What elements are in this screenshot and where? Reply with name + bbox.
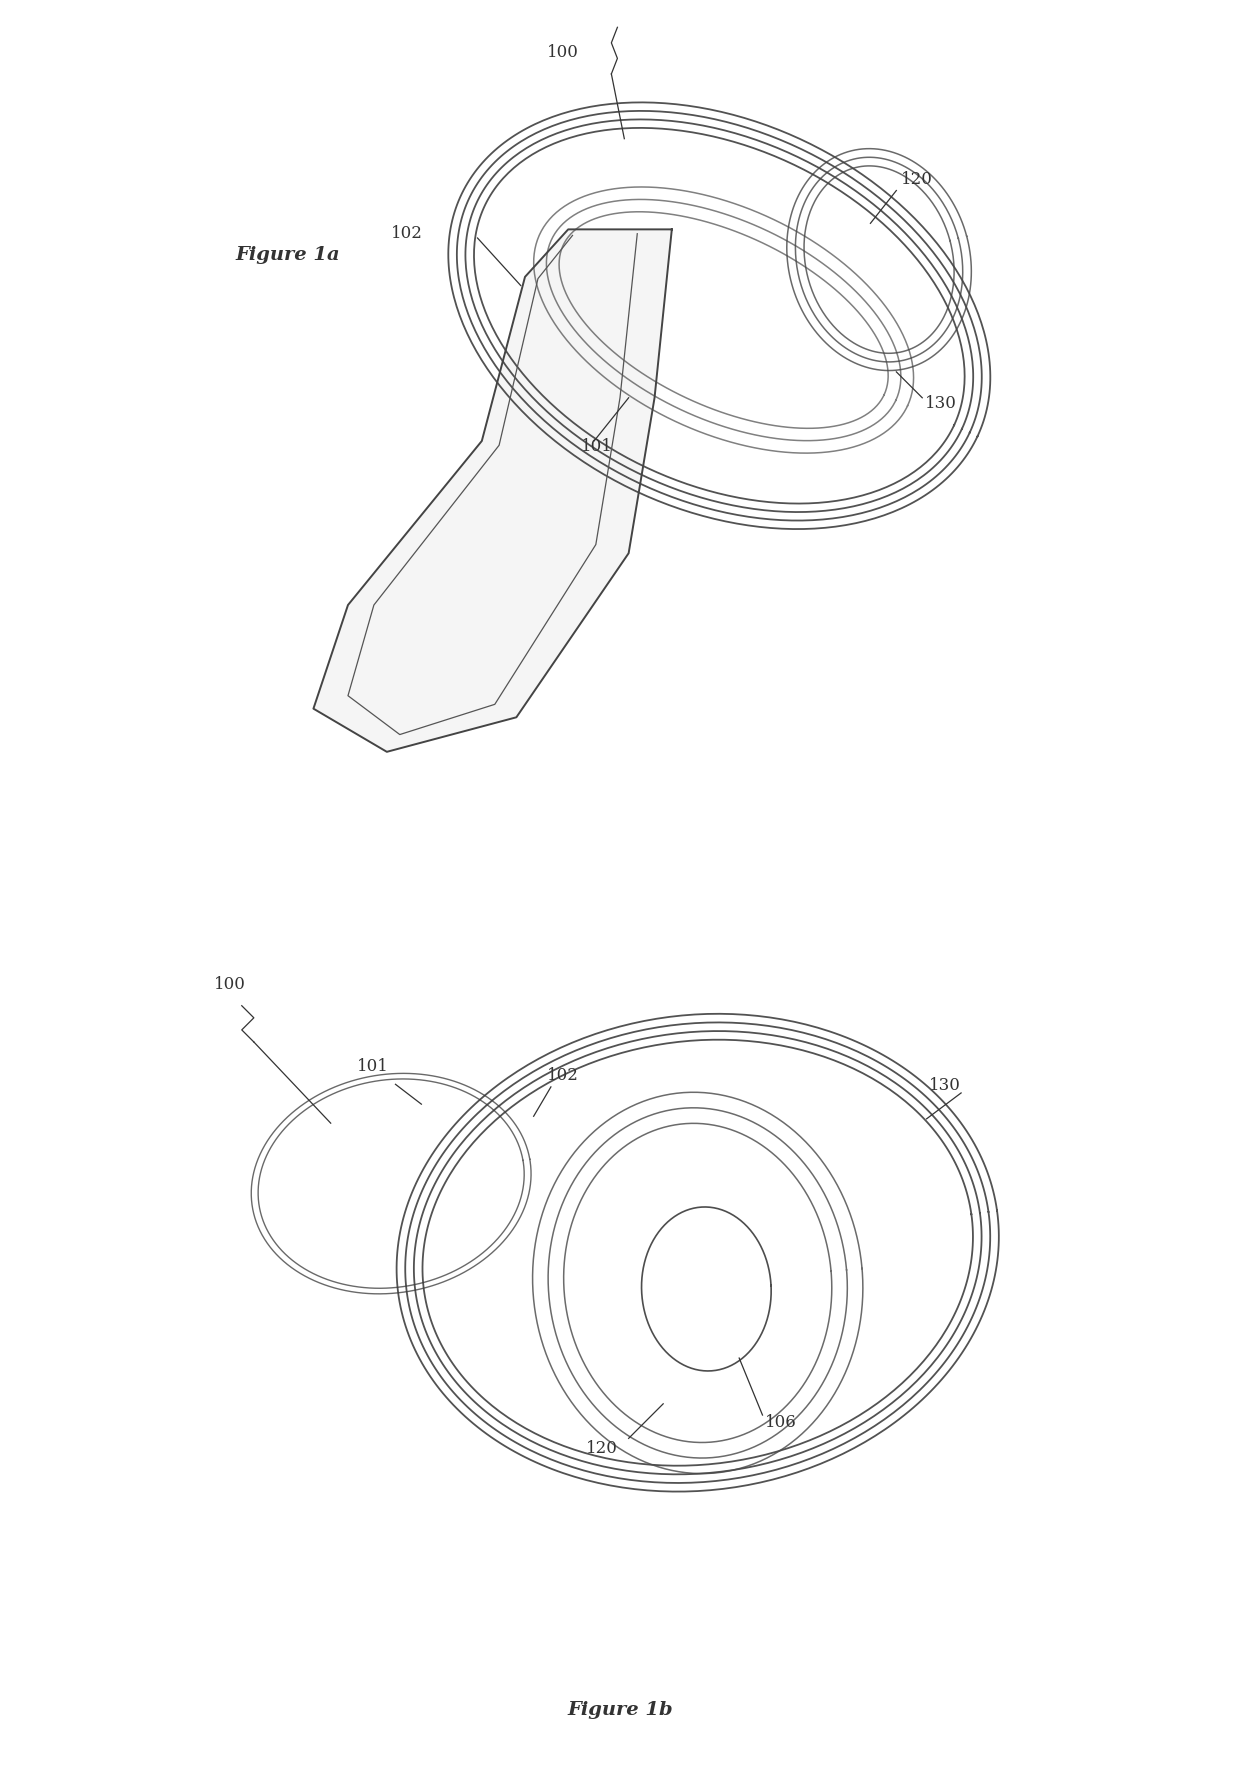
Text: 101: 101 (357, 1059, 388, 1075)
Text: 120: 120 (900, 171, 932, 187)
Text: Figure 1b: Figure 1b (567, 1700, 673, 1719)
Text: 102: 102 (391, 224, 423, 242)
Text: 106: 106 (765, 1413, 797, 1431)
Text: 130: 130 (925, 395, 957, 413)
Text: 130: 130 (929, 1077, 961, 1095)
Text: 102: 102 (547, 1066, 579, 1084)
Text: 100: 100 (547, 44, 579, 61)
Text: 100: 100 (215, 975, 246, 993)
Text: 120: 120 (585, 1440, 618, 1458)
Text: 101: 101 (582, 438, 613, 456)
Text: Figure 1a: Figure 1a (236, 246, 340, 263)
Polygon shape (314, 230, 672, 751)
